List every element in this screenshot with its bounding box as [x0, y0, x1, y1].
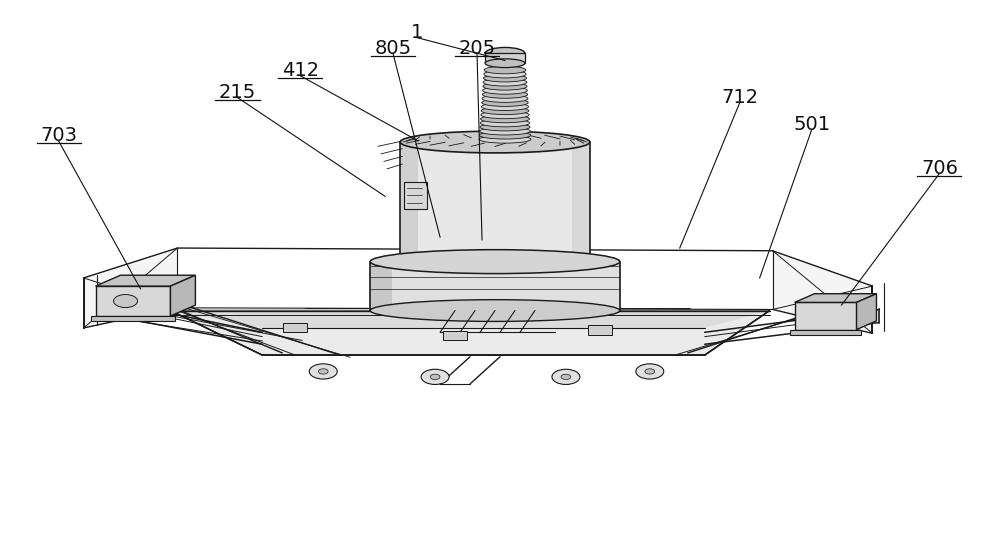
- Circle shape: [645, 369, 655, 374]
- Ellipse shape: [370, 250, 620, 274]
- Polygon shape: [773, 251, 872, 334]
- Ellipse shape: [485, 47, 525, 59]
- Polygon shape: [588, 325, 612, 335]
- Circle shape: [561, 374, 571, 379]
- Ellipse shape: [400, 131, 590, 153]
- Ellipse shape: [482, 99, 528, 106]
- Circle shape: [318, 369, 328, 374]
- Polygon shape: [857, 294, 876, 330]
- Circle shape: [430, 374, 440, 379]
- Polygon shape: [91, 316, 175, 322]
- Ellipse shape: [481, 111, 529, 119]
- Polygon shape: [370, 262, 620, 311]
- Ellipse shape: [480, 128, 530, 135]
- Circle shape: [309, 364, 337, 379]
- Polygon shape: [485, 53, 525, 63]
- Ellipse shape: [484, 70, 526, 78]
- Circle shape: [636, 364, 664, 379]
- Ellipse shape: [485, 59, 525, 68]
- Polygon shape: [370, 262, 392, 311]
- Ellipse shape: [484, 74, 526, 82]
- Polygon shape: [572, 142, 590, 262]
- Text: 712: 712: [721, 88, 758, 107]
- Text: 805: 805: [375, 39, 412, 58]
- Text: 215: 215: [219, 82, 256, 101]
- Ellipse shape: [479, 131, 531, 139]
- Ellipse shape: [484, 66, 526, 74]
- Ellipse shape: [479, 136, 531, 143]
- Polygon shape: [404, 181, 427, 209]
- Polygon shape: [400, 142, 590, 262]
- Text: 1: 1: [411, 23, 423, 42]
- Polygon shape: [443, 331, 467, 341]
- Polygon shape: [790, 330, 861, 335]
- Ellipse shape: [483, 78, 527, 86]
- Ellipse shape: [480, 123, 530, 131]
- Polygon shape: [170, 275, 195, 316]
- Ellipse shape: [483, 82, 527, 90]
- Circle shape: [552, 370, 580, 384]
- Text: 501: 501: [793, 115, 830, 134]
- Ellipse shape: [481, 107, 529, 114]
- Ellipse shape: [481, 115, 529, 123]
- Polygon shape: [96, 286, 170, 316]
- Text: 703: 703: [40, 126, 77, 145]
- Circle shape: [421, 370, 449, 384]
- Text: 706: 706: [921, 159, 958, 178]
- Text: 412: 412: [282, 61, 319, 80]
- Ellipse shape: [482, 90, 528, 98]
- Polygon shape: [96, 275, 195, 286]
- Polygon shape: [283, 323, 307, 332]
- Polygon shape: [795, 302, 857, 330]
- Ellipse shape: [483, 87, 527, 94]
- Polygon shape: [170, 311, 770, 355]
- Polygon shape: [795, 294, 876, 302]
- Text: 205: 205: [458, 39, 496, 58]
- Polygon shape: [400, 142, 418, 262]
- Circle shape: [114, 294, 138, 307]
- Ellipse shape: [482, 95, 528, 102]
- Polygon shape: [84, 248, 177, 328]
- Ellipse shape: [480, 119, 530, 127]
- Ellipse shape: [370, 300, 620, 322]
- Ellipse shape: [481, 103, 529, 111]
- Polygon shape: [170, 311, 770, 328]
